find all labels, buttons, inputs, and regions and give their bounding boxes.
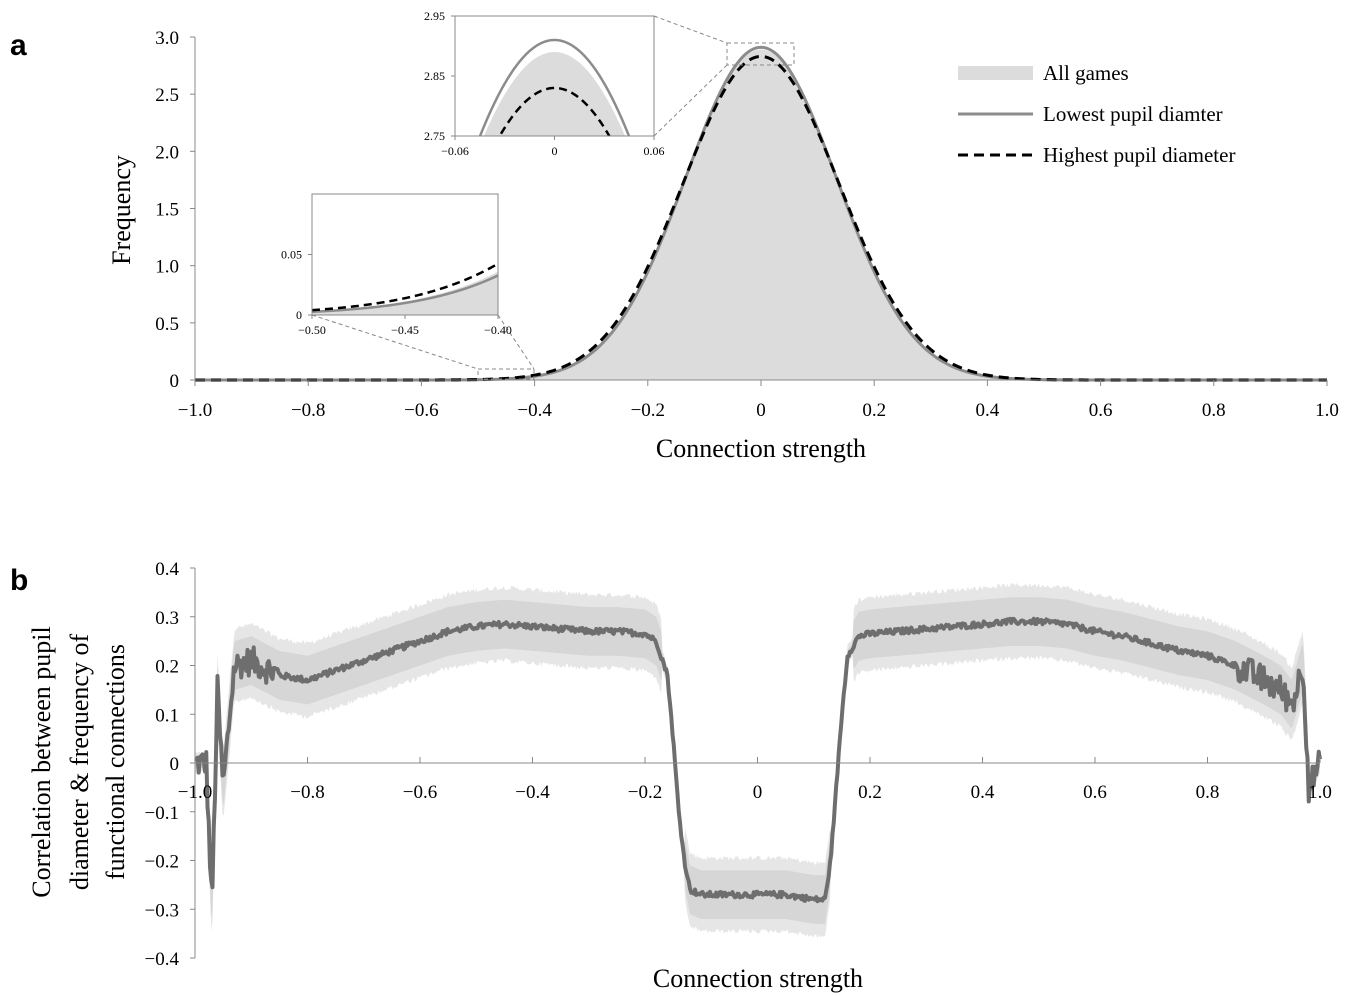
b-y-tick-label: −0.3 (145, 900, 179, 921)
top-inset-connector-1 (653, 15, 728, 44)
a-x-tick-label: −1.0 (178, 400, 212, 421)
b-x-tick-label: 1.0 (1308, 782, 1332, 803)
ti-x-tick-label: −0.06 (441, 144, 469, 158)
b-y-tick-label: 0.4 (155, 559, 179, 580)
top-inset-ticks: −0.06 0 0.06 2.75 2.85 2.95 (424, 9, 665, 158)
a-y-tick-label: 0.5 (155, 314, 179, 335)
b-x-tick-label: −1.0 (178, 782, 212, 803)
b-x-tick-label: 0.2 (858, 782, 882, 803)
a-x-ticks: −1.0 −0.8 −0.6 −0.4 −0.2 0 0.2 0.4 0.6 0.8 1.0 (178, 380, 1339, 421)
ti-y-tick-label: 2.95 (424, 9, 445, 23)
b-x-tick-label: 0 (753, 782, 763, 803)
top-zoom-marker (726, 42, 795, 66)
b-y-tick-label: 0.3 (155, 608, 179, 629)
a-x-tick-label: 0 (756, 400, 766, 421)
top-inset-area (455, 52, 654, 136)
a-y-tick-label: 3.0 (155, 28, 179, 49)
left-inset-connector-2 (497, 314, 535, 370)
left-inset-connector-1 (311, 314, 479, 370)
panel-a-label: a (10, 29, 27, 62)
li-y-tick-label: 0.05 (281, 248, 302, 262)
b-y-axis-label-line3: functional connections (101, 644, 130, 880)
b-x-tick-label: 0.4 (971, 782, 995, 803)
panel-a: a −1.0 −0.8 −0.6 −0.4 −0.2 0 0.2 0.4 0.6 0.8 1.0 0… (10, 9, 1339, 463)
legend-label-all-games: All games (1043, 61, 1129, 85)
a-y-tick-label: 0 (170, 371, 180, 392)
left-inset-area (312, 271, 498, 315)
li-y-tick-label: 0 (296, 308, 302, 322)
li-x-tick-label: −0.50 (298, 323, 326, 337)
all-games-area (195, 49, 1327, 380)
panel-b: b −1.0 −0.8 −0.6 −0.4 −0.2 0 0.2 0.4 0.6 0.8 1.0 −… (10, 559, 1332, 993)
top-inset-lowest-line (478, 38, 631, 136)
b-x-tick-label: 0.6 (1083, 782, 1107, 803)
left-inset-highest-line (312, 262, 498, 312)
b-y-axis-label-line1: Correlation between pupil (27, 626, 56, 897)
a-x-tick-label: −0.8 (291, 400, 325, 421)
a-x-tick-label: 0.4 (976, 400, 1000, 421)
a-x-axis-label: Connection strength (656, 434, 866, 463)
b-confidence-band-outer (195, 582, 1320, 939)
ti-y-tick-label: 2.75 (424, 129, 445, 143)
a-y-tick-label: 2.0 (155, 142, 179, 163)
li-x-tick-label: −0.40 (484, 323, 512, 337)
top-inset: −0.06 0 0.06 2.75 2.85 2.95 (424, 9, 665, 158)
a-x-tick-label: 0.8 (1202, 400, 1226, 421)
b-y-tick-label: 0.2 (155, 657, 179, 678)
ti-y-tick-label: 2.85 (424, 69, 445, 83)
a-y-axis-label: Frequency (107, 155, 136, 265)
a-x-tick-label: −0.4 (517, 400, 552, 421)
b-x-tick-label: −0.2 (628, 782, 662, 803)
ti-x-tick-label: 0.06 (644, 144, 665, 158)
b-x-ticks: −1.0 −0.8 −0.6 −0.4 −0.2 0 0.2 0.4 0.6 0.8 1.0 (178, 757, 1332, 803)
a-x-tick-label: 0.2 (862, 400, 886, 421)
b-y-axis-label-line2: diameter & frequency of (65, 634, 94, 891)
b-correlation-line (194, 616, 1322, 904)
b-y-ticks: −0.4 −0.3 −0.2 −0.1 0 0.1 0.2 0.3 0.4 (145, 559, 195, 970)
legend: All games Lowest pupil diamter Highest p… (958, 61, 1235, 167)
b-y-tick-label: −0.4 (145, 949, 180, 970)
top-inset-connector-2 (653, 64, 728, 137)
a-x-tick-label: −0.6 (404, 400, 438, 421)
a-x-tick-label: 0.6 (1089, 400, 1113, 421)
a-y-tick-label: 2.5 (155, 85, 179, 106)
a-x-tick-label: −0.2 (631, 400, 665, 421)
b-x-tick-label: −0.6 (403, 782, 437, 803)
left-inset-lowest-line (312, 274, 498, 314)
legend-label-highest: Highest pupil diameter (1043, 143, 1235, 167)
legend-label-lowest: Lowest pupil diamter (1043, 102, 1223, 126)
a-y-tick-label: 1.5 (155, 200, 179, 221)
left-inset: −0.50 −0.45 −0.40 0 0.05 (281, 193, 512, 338)
b-y-tick-label: −0.1 (145, 803, 179, 824)
b-x-tick-label: −0.4 (515, 782, 550, 803)
left-inset-ticks: −0.50 −0.45 −0.40 0 0.05 (281, 248, 512, 338)
b-y-tick-label: 0 (170, 754, 180, 775)
legend-swatch-all-games (958, 66, 1033, 80)
b-x-tick-label: 0.8 (1196, 782, 1220, 803)
panel-b-label: b (10, 564, 28, 597)
b-x-axis-label: Connection strength (653, 964, 863, 993)
left-zoom-marker (477, 368, 535, 380)
a-x-tick-label: 1.0 (1315, 400, 1339, 421)
a-y-ticks: 0 0.5 1.0 1.5 2.0 2.5 3.0 (155, 28, 195, 392)
b-y-tick-label: 0.1 (155, 705, 179, 726)
a-y-tick-label: 1.0 (155, 257, 179, 278)
b-x-tick-label: −0.8 (290, 782, 324, 803)
ti-x-tick-label: 0 (552, 144, 558, 158)
li-x-tick-label: −0.45 (391, 323, 419, 337)
b-y-tick-label: −0.2 (145, 852, 179, 873)
